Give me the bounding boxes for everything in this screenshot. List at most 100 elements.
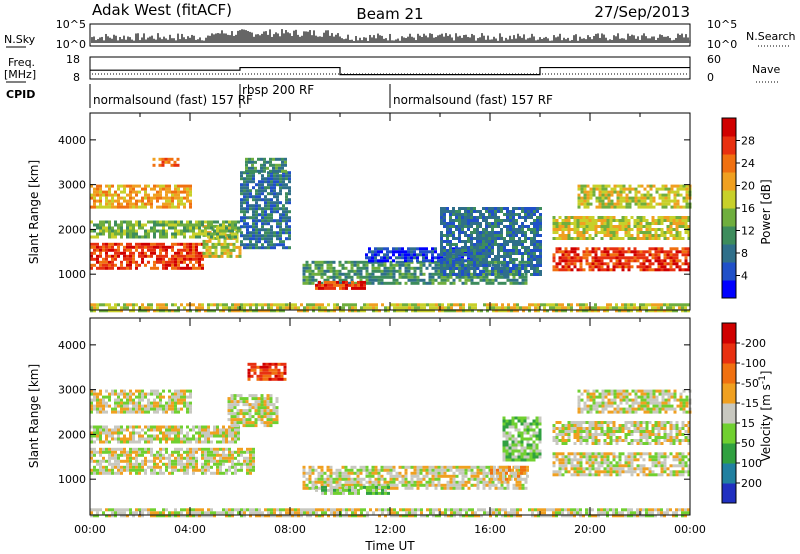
range-cell bbox=[676, 202, 680, 206]
range-cell bbox=[249, 456, 252, 460]
range-cell bbox=[246, 189, 249, 193]
range-cell bbox=[555, 247, 559, 251]
range-cell bbox=[416, 253, 419, 257]
range-cell bbox=[267, 228, 270, 232]
range-cell bbox=[198, 254, 201, 258]
range-cell bbox=[383, 263, 387, 267]
range-cell bbox=[461, 240, 464, 243]
range-cell bbox=[246, 216, 249, 220]
range-cell bbox=[521, 240, 524, 243]
range-cell bbox=[249, 471, 252, 475]
range-cell bbox=[144, 425, 147, 429]
range-cell bbox=[530, 273, 533, 276]
range-cell bbox=[443, 246, 446, 249]
range-cell bbox=[672, 262, 676, 266]
range-cell bbox=[192, 248, 195, 252]
range-cell bbox=[108, 263, 111, 267]
range-cell bbox=[324, 306, 327, 310]
colorbar-swatch bbox=[722, 244, 736, 263]
range-cell bbox=[117, 202, 120, 206]
range-cell bbox=[183, 392, 186, 396]
range-cell bbox=[186, 459, 189, 463]
range-cell bbox=[326, 275, 330, 279]
range-cell bbox=[518, 281, 522, 285]
range-cell bbox=[642, 303, 645, 307]
range-cell bbox=[449, 246, 452, 249]
range-cell bbox=[470, 213, 473, 216]
range-cell bbox=[464, 253, 467, 257]
range-cell bbox=[270, 177, 273, 181]
range-cell bbox=[144, 471, 147, 475]
range-cell bbox=[111, 437, 114, 441]
range-cell bbox=[640, 202, 644, 206]
range-cell bbox=[582, 306, 585, 310]
range-cell bbox=[135, 263, 138, 267]
range-cell bbox=[530, 261, 533, 264]
range-cell bbox=[222, 437, 225, 441]
range-cell bbox=[440, 237, 443, 240]
range-cell bbox=[174, 395, 177, 399]
range-cell bbox=[399, 306, 402, 310]
range-cell bbox=[281, 169, 284, 173]
range-cell bbox=[354, 303, 357, 307]
range-cell bbox=[282, 177, 285, 181]
range-cell bbox=[114, 306, 117, 310]
range-cell bbox=[105, 266, 108, 270]
range-cell bbox=[210, 220, 213, 224]
range-cell bbox=[264, 177, 267, 181]
range-cell bbox=[651, 237, 655, 240]
range-cell bbox=[276, 234, 279, 238]
range-cell bbox=[558, 228, 562, 231]
range-cell bbox=[488, 261, 491, 264]
range-cell bbox=[165, 306, 168, 310]
range-cell bbox=[174, 434, 177, 438]
range-cell bbox=[192, 257, 195, 261]
range-cell bbox=[687, 265, 691, 269]
range-cell bbox=[398, 256, 401, 260]
range-cell bbox=[473, 237, 476, 240]
range-cell bbox=[264, 234, 267, 238]
range-cell bbox=[407, 263, 411, 267]
range-cell bbox=[114, 190, 117, 194]
range-cell bbox=[607, 199, 611, 203]
range-cell bbox=[411, 306, 414, 310]
range-cell bbox=[117, 245, 120, 249]
range-cell bbox=[217, 254, 221, 258]
range-cell bbox=[404, 266, 408, 270]
range-cell bbox=[288, 219, 291, 223]
range-cell bbox=[595, 199, 599, 203]
range-cell bbox=[600, 219, 604, 222]
range-cell bbox=[594, 303, 597, 307]
range-cell bbox=[464, 264, 467, 267]
range-cell bbox=[105, 199, 108, 203]
range-cell bbox=[459, 306, 462, 310]
range-cell bbox=[159, 309, 162, 313]
range-cell bbox=[269, 169, 272, 173]
range-cell bbox=[329, 263, 333, 267]
range-cell bbox=[266, 166, 269, 170]
range-cell bbox=[111, 428, 114, 432]
range-cell bbox=[491, 237, 494, 240]
range-cell bbox=[141, 235, 144, 239]
range-cell bbox=[500, 237, 503, 240]
range-cell bbox=[153, 401, 156, 405]
range-cell bbox=[141, 226, 144, 230]
range-cell bbox=[549, 303, 552, 307]
range-cell bbox=[240, 309, 243, 313]
range-cell bbox=[219, 468, 222, 472]
range-cell bbox=[120, 465, 123, 469]
range-cell bbox=[435, 303, 438, 307]
range-cell bbox=[330, 283, 333, 287]
range-cell bbox=[509, 252, 512, 255]
range-cell bbox=[174, 223, 177, 227]
range-cell bbox=[533, 270, 536, 273]
range-cell bbox=[473, 275, 477, 279]
range-cell bbox=[99, 199, 102, 203]
range-cell bbox=[521, 234, 524, 237]
range-cell bbox=[381, 303, 384, 307]
range-cell bbox=[111, 242, 114, 246]
range-cell bbox=[150, 303, 153, 307]
range-cell bbox=[276, 198, 279, 202]
range-cell bbox=[135, 229, 138, 233]
range-cell bbox=[144, 263, 147, 267]
